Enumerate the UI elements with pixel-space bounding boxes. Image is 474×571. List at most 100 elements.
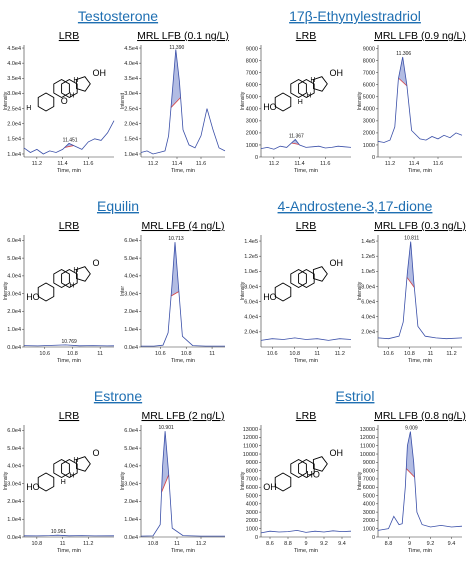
- y-tick-label: 5000: [363, 95, 375, 101]
- y-tick-label: 6.0e4: [361, 299, 375, 305]
- structure-atom-label: OH: [330, 258, 344, 268]
- x-tick-label: 9.4: [448, 541, 456, 547]
- integration-baseline: [398, 77, 408, 87]
- structure-atom-label: OH: [263, 482, 277, 492]
- ring-c: [61, 268, 78, 289]
- structure-atom-label: OH: [330, 448, 344, 458]
- integration-baseline: [291, 142, 300, 145]
- y-tick-label: 2.5e4: [124, 106, 138, 112]
- x-axis-label: Time, min: [408, 168, 432, 174]
- y-tick-label: 1.2e5: [244, 254, 258, 260]
- y-tick-label: 5.0e4: [7, 256, 21, 262]
- y-tick-label: 1.4e5: [244, 239, 258, 245]
- y-tick-label: 13000: [243, 427, 258, 433]
- x-tick-label: 9: [304, 541, 307, 547]
- x-tick-label: 11: [428, 351, 434, 357]
- y-tick-label: 3000: [246, 510, 258, 516]
- y-tick-label: 0: [255, 155, 258, 161]
- y-tick-label: 0.0e4: [7, 345, 21, 351]
- y-axis-label: Intensity: [3, 91, 9, 110]
- x-axis-label: Time, min: [57, 168, 81, 174]
- y-tick-label: 2.5e4: [7, 106, 21, 112]
- structure-atom-label: H: [310, 77, 315, 84]
- panel-label: MRL LFB (0.8 ng/L): [374, 410, 466, 422]
- y-tick-label: 5000: [246, 95, 258, 101]
- ring-c: [298, 78, 315, 99]
- integration-baseline: [406, 277, 415, 288]
- y-tick-label: 1.0e4: [7, 152, 21, 158]
- y-tick-label: 0.0e4: [7, 535, 21, 541]
- y-tick-label: 11000: [360, 444, 375, 450]
- ring-b: [290, 78, 307, 99]
- x-tick-label: 11.4: [409, 161, 419, 167]
- x-tick-label: 10.8: [31, 541, 42, 547]
- peak-label: 9.009: [405, 426, 418, 432]
- x-tick-label: 8.8: [385, 541, 393, 547]
- x-tick-label: 11.2: [335, 351, 345, 357]
- y-tick-label: 4.0e4: [124, 464, 138, 470]
- y-tick-label: 8.0e4: [244, 284, 258, 290]
- y-tick-label: 2.0e4: [124, 122, 138, 128]
- y-tick-label: 3.5e4: [7, 76, 21, 82]
- y-tick-label: 2.0e4: [7, 309, 21, 315]
- y-tick-label: 5.0e4: [124, 446, 138, 452]
- structure-atom-label: H: [69, 283, 74, 290]
- y-tick-label: 7000: [246, 477, 258, 483]
- y-tick-label: 6000: [246, 485, 258, 491]
- structure-atom-label: H: [69, 93, 74, 100]
- compound-title: 4-Androstene-3,17-dione: [278, 198, 433, 214]
- structure-atom-label: H: [73, 77, 78, 84]
- y-tick-label: 3.0e4: [124, 91, 138, 97]
- compound-title: 17β-Ethynylestradriol: [289, 8, 421, 24]
- y-tick-label: 4.0e4: [7, 61, 21, 67]
- y-tick-label: 1.4e5: [361, 239, 375, 245]
- ring-c: [298, 458, 315, 479]
- y-tick-label: 2000: [246, 518, 258, 524]
- y-tick-label: 4.5e4: [124, 46, 138, 52]
- structure-atom-label: H: [61, 479, 66, 486]
- y-tick-label: 1.5e4: [124, 137, 138, 143]
- x-tick-label: 10.8: [289, 351, 300, 357]
- panel-label: LRB: [296, 220, 316, 232]
- y-tick-label: 2.0e4: [361, 330, 375, 336]
- y-tick-label: 1000: [246, 527, 258, 533]
- compound-cell: Estrone LRB 0.0e4 1.0e4 2.0e4 3.0e4 4.0e4 5.0e4…: [3, 388, 225, 554]
- panel-label: LRB: [296, 410, 316, 422]
- y-tick-label: 2.0e4: [7, 499, 21, 505]
- y-tick-label: 2.0e4: [124, 309, 138, 315]
- y-tick-label: 6.0e4: [124, 238, 138, 244]
- peak-label: 11.390: [169, 45, 184, 51]
- y-tick-label: 4.0e4: [124, 274, 138, 280]
- panel-label: MRL LFB (2 ng/L): [141, 410, 224, 422]
- y-tick-label: 1.0e5: [361, 269, 375, 275]
- x-tick-label: 11.4: [294, 161, 304, 167]
- panel-label: LRB: [59, 220, 79, 232]
- structure-atom-label: O: [93, 448, 100, 458]
- panel-label: LRB: [59, 410, 79, 422]
- peak-label: 10.961: [51, 529, 67, 535]
- y-tick-label: 3.5e4: [124, 76, 138, 82]
- structure-atom-label: H: [73, 267, 78, 274]
- peak-label: 11.451: [63, 137, 78, 143]
- x-tick-label: 9.4: [338, 541, 346, 547]
- structure-atom-label: O: [61, 96, 68, 106]
- y-tick-label: 5.0e4: [124, 256, 138, 262]
- x-axis-label: Time, min: [171, 168, 195, 174]
- x-tick-label: 9: [408, 541, 411, 547]
- y-tick-label: 1.0e4: [124, 152, 138, 158]
- y-tick-label: 6000: [363, 485, 375, 491]
- y-tick-label: 6.0e4: [124, 428, 138, 434]
- y-tick-label: 0.0e4: [124, 535, 138, 541]
- structure-atom-label: O: [93, 258, 100, 268]
- x-tick-label: 11.4: [57, 161, 67, 167]
- chromatogram-trace: [260, 337, 352, 341]
- ring-b: [53, 78, 70, 99]
- chromatogram-trace: [377, 431, 463, 531]
- y-tick-label: 3.0e4: [7, 481, 21, 487]
- ring-c: [61, 78, 78, 99]
- y-tick-label: 2000: [363, 518, 375, 524]
- y-tick-label: 1000: [363, 143, 375, 149]
- y-tick-label: 4000: [246, 502, 258, 508]
- y-axis-label: Intensity: [3, 281, 9, 300]
- x-tick-label: 10.8: [67, 351, 78, 357]
